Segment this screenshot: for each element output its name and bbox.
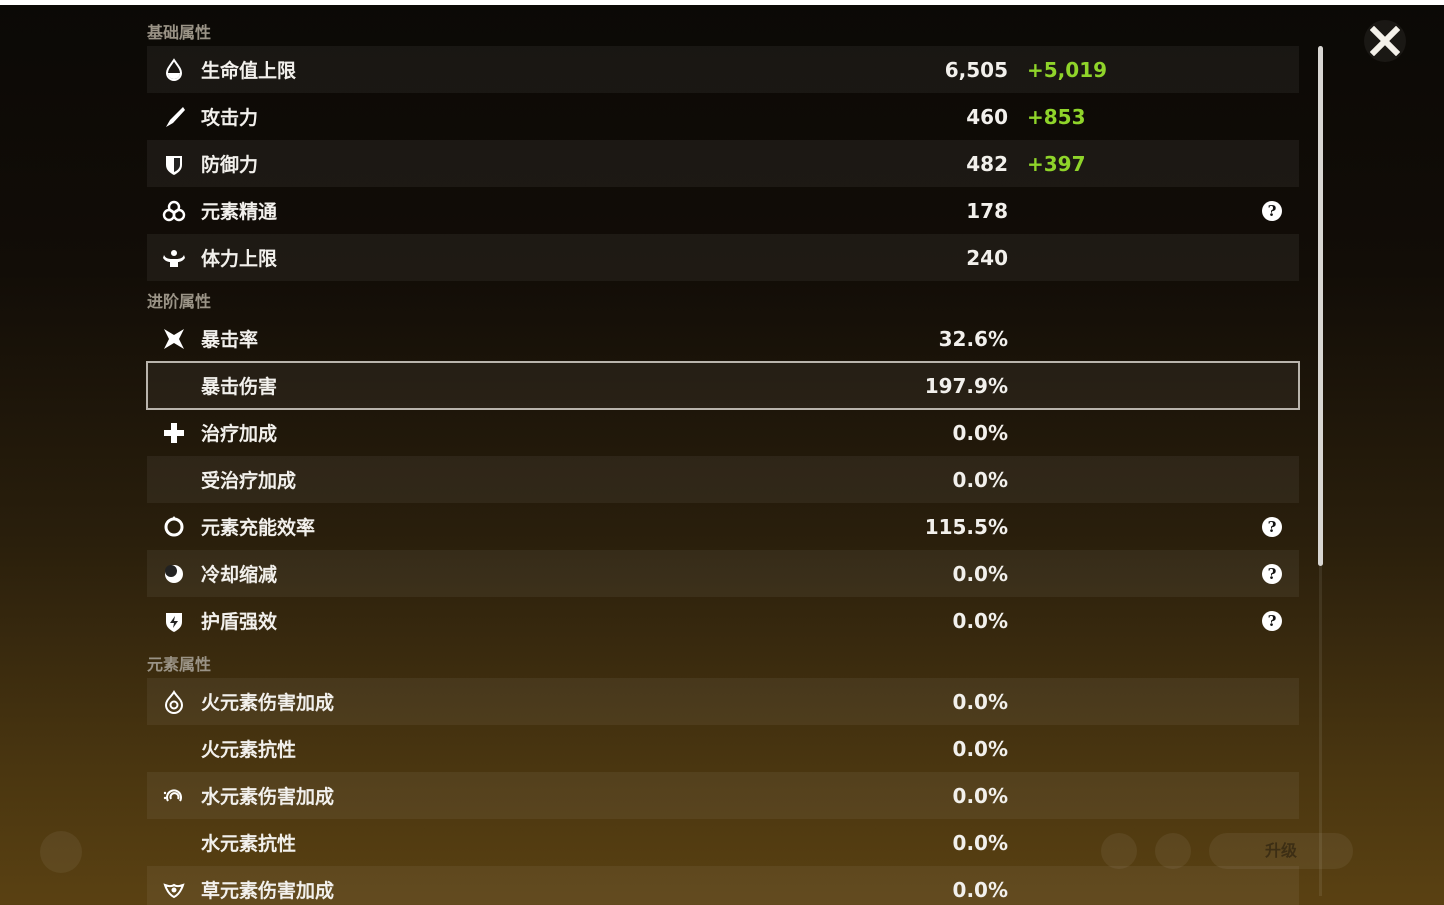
stat-value: 0.0% [952, 561, 1008, 586]
section-header: 基础属性 [147, 23, 212, 42]
stat-label: 元素充能效率 [201, 517, 316, 539]
dendro-icon [161, 877, 187, 903]
stat-value: 197.9% [924, 373, 1008, 398]
stat-row[interactable]: 水元素伤害加成 0.0% [147, 772, 1299, 819]
stat-row[interactable]: 元素精通 178? [147, 187, 1299, 234]
top-strip [0, 0, 1444, 5]
outfit-button[interactable] [1155, 833, 1191, 869]
stat-value: 0.0% [952, 608, 1008, 633]
help-icon[interactable]: ? [1262, 200, 1282, 221]
stat-row[interactable]: 水元素抗性 0.0% [147, 819, 1299, 866]
stat-row[interactable]: 火元素抗性 0.0% [147, 725, 1299, 772]
stat-label: 水元素伤害加成 [201, 786, 335, 808]
stat-label: 冷却缩减 [201, 564, 278, 586]
cooldown-icon [161, 561, 187, 587]
stat-label: 攻击力 [201, 107, 259, 129]
stat-label: 水元素抗性 [201, 833, 297, 855]
stat-bonus: +397 [1027, 151, 1086, 176]
stamina-icon [161, 245, 187, 271]
stat-row[interactable]: 生命值上限 6,505 +5,019 [147, 46, 1299, 93]
stat-row[interactable]: 暴击率 32.6% [147, 315, 1299, 362]
scrollbar-thumb[interactable] [1318, 46, 1323, 566]
stat-value: 178 [966, 198, 1008, 223]
section-header: 元素属性 [147, 655, 212, 674]
stat-value: 0.0% [952, 467, 1008, 492]
stat-value: 460 [966, 104, 1008, 129]
menu-grid-button[interactable] [40, 831, 82, 873]
stat-label: 治疗加成 [201, 423, 278, 445]
stat-row[interactable]: 冷却缩减 0.0%? [147, 550, 1299, 597]
sword-icon [161, 104, 187, 130]
stat-row[interactable]: 草元素伤害加成 0.0% [147, 866, 1299, 905]
shield-strength-icon [161, 608, 187, 634]
stat-value: 32.6% [938, 326, 1008, 351]
stat-label: 元素精通 [201, 201, 278, 223]
stat-value: 6,505 [944, 57, 1008, 82]
stat-value: 0.0% [952, 689, 1008, 714]
stat-label: 火元素抗性 [201, 739, 297, 761]
stat-row[interactable]: 体力上限 240 [147, 234, 1299, 281]
stat-row[interactable]: 暴击伤害 197.9% [146, 361, 1300, 410]
stat-label: 暴击伤害 [201, 376, 278, 398]
pyro-icon [161, 689, 187, 715]
hydro-icon [161, 783, 187, 809]
stat-row[interactable]: 护盾强效 0.0%? [147, 597, 1299, 644]
stat-row[interactable]: 元素充能效率 115.5%? [147, 503, 1299, 550]
artifact-button[interactable] [1101, 833, 1137, 869]
stat-label: 体力上限 [201, 248, 278, 270]
help-icon[interactable]: ? [1262, 610, 1282, 631]
stat-value: 0.0% [952, 830, 1008, 855]
close-icon [1370, 26, 1400, 56]
stat-row[interactable]: 治疗加成 0.0% [147, 409, 1299, 456]
stat-value: 0.0% [952, 783, 1008, 808]
stat-value: 0.0% [952, 736, 1008, 761]
stat-label: 草元素伤害加成 [201, 880, 335, 902]
stat-row[interactable]: 受治疗加成 0.0% [147, 456, 1299, 503]
help-icon[interactable]: ? [1262, 516, 1282, 537]
help-icon[interactable]: ? [1262, 563, 1282, 584]
stat-label: 暴击率 [201, 329, 259, 351]
section-header: 进阶属性 [147, 292, 212, 311]
stat-label: 受治疗加成 [201, 470, 297, 492]
elemental-mastery-icon [161, 198, 187, 224]
shield-icon [161, 151, 187, 177]
crit-rate-icon [161, 326, 187, 352]
stat-label: 生命值上限 [201, 60, 297, 82]
hp-drop-icon [161, 57, 187, 83]
upgrade-button[interactable]: 升级 [1209, 833, 1353, 869]
energy-recharge-icon [161, 514, 187, 540]
stat-bonus: +853 [1027, 104, 1086, 129]
healing-icon [161, 420, 187, 446]
stat-value: 482 [966, 151, 1008, 176]
stat-value: 240 [966, 245, 1008, 270]
stat-row[interactable]: 防御力 482 +397 [147, 140, 1299, 187]
stat-label: 火元素伤害加成 [201, 692, 335, 714]
stat-value: 0.0% [952, 877, 1008, 902]
stat-bonus: +5,019 [1027, 57, 1108, 82]
stat-row[interactable]: 攻击力 460 +853 [147, 93, 1299, 140]
stat-label: 护盾强效 [201, 611, 278, 633]
stat-label: 防御力 [201, 154, 259, 176]
attribute-panel: 基础属性生命值上限 6,505 +5,019 攻击力 460 +853 防御力 482 +397… [146, 20, 1300, 905]
stat-value: 0.0% [952, 420, 1008, 445]
stat-row[interactable]: 火元素伤害加成 0.0% [147, 678, 1299, 725]
close-button[interactable] [1364, 20, 1406, 62]
stat-value: 115.5% [924, 514, 1008, 539]
